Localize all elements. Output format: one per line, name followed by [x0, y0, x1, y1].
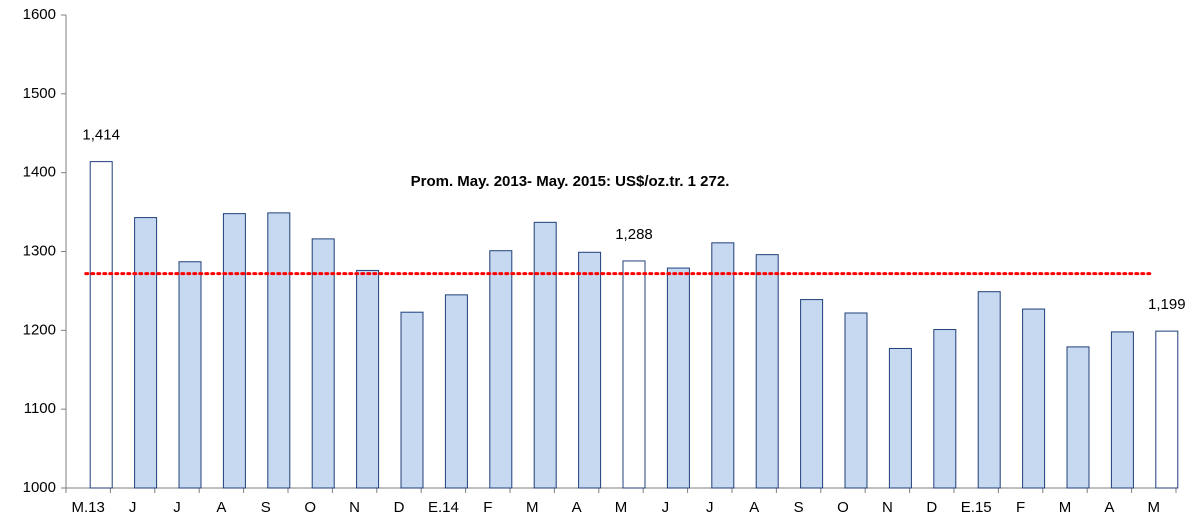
- bar: [933, 329, 957, 489]
- x-tick-label: J: [706, 499, 714, 516]
- bar: [311, 238, 335, 489]
- bar: [222, 213, 246, 489]
- x-tick-label: A: [749, 499, 759, 516]
- bar: [711, 242, 735, 489]
- value-label: 1,414: [82, 127, 120, 144]
- bar: [977, 291, 1001, 489]
- bar: [533, 221, 557, 489]
- x-tick-label: A: [1104, 499, 1114, 516]
- bar: [134, 217, 158, 489]
- bar: [1022, 308, 1046, 489]
- x-tick-label: A: [572, 499, 582, 516]
- x-tick-label: M: [526, 499, 539, 516]
- bar: [1155, 330, 1179, 489]
- y-tick-label: 1600: [23, 6, 56, 23]
- x-tick-label: O: [837, 499, 849, 516]
- bar: [622, 260, 646, 489]
- x-tick-label: N: [349, 499, 360, 516]
- y-tick-label: 1500: [23, 85, 56, 102]
- x-tick-label: E.15: [961, 499, 992, 516]
- x-tick-label: J: [129, 499, 137, 516]
- x-tick-label: J: [173, 499, 181, 516]
- y-tick-label: 1400: [23, 164, 56, 181]
- x-tick-label: A: [216, 499, 226, 516]
- bar: [1110, 331, 1134, 489]
- x-tick-label: F: [483, 499, 492, 516]
- value-label: 1,288: [615, 226, 653, 243]
- bar: [578, 251, 602, 489]
- bar: [888, 347, 912, 489]
- bar: [356, 269, 380, 489]
- x-tick-label: D: [926, 499, 937, 516]
- bar: [755, 254, 779, 489]
- x-tick-label: D: [394, 499, 405, 516]
- bar: [89, 161, 113, 489]
- x-tick-label: F: [1016, 499, 1025, 516]
- x-tick-label: N: [882, 499, 893, 516]
- y-tick-label: 1100: [24, 400, 56, 417]
- value-label: 1,199: [1148, 296, 1186, 313]
- y-tick-label: 1300: [23, 242, 56, 259]
- x-tick-label: M: [1059, 499, 1072, 516]
- y-tick-label: 1000: [23, 479, 56, 496]
- average-label: Prom. May. 2013- May. 2015: US$/oz.tr. 1…: [411, 173, 730, 190]
- x-tick-label: M.13: [72, 499, 105, 516]
- bar: [666, 267, 690, 489]
- x-tick-label: O: [304, 499, 316, 516]
- bar: [444, 294, 468, 489]
- bar: [844, 312, 868, 489]
- bar: [1066, 346, 1090, 489]
- bar: [489, 250, 513, 489]
- bar: [267, 212, 291, 489]
- x-tick-label: M: [615, 499, 628, 516]
- x-tick-label: S: [261, 499, 271, 516]
- x-tick-label: J: [662, 499, 670, 516]
- bar: [800, 299, 824, 489]
- bar: [178, 261, 202, 489]
- y-tick-label: 1200: [23, 321, 56, 338]
- x-tick-label: E.14: [428, 499, 459, 516]
- x-tick-label: S: [794, 499, 804, 516]
- bar: [400, 311, 424, 489]
- x-tick-label: M: [1148, 499, 1161, 516]
